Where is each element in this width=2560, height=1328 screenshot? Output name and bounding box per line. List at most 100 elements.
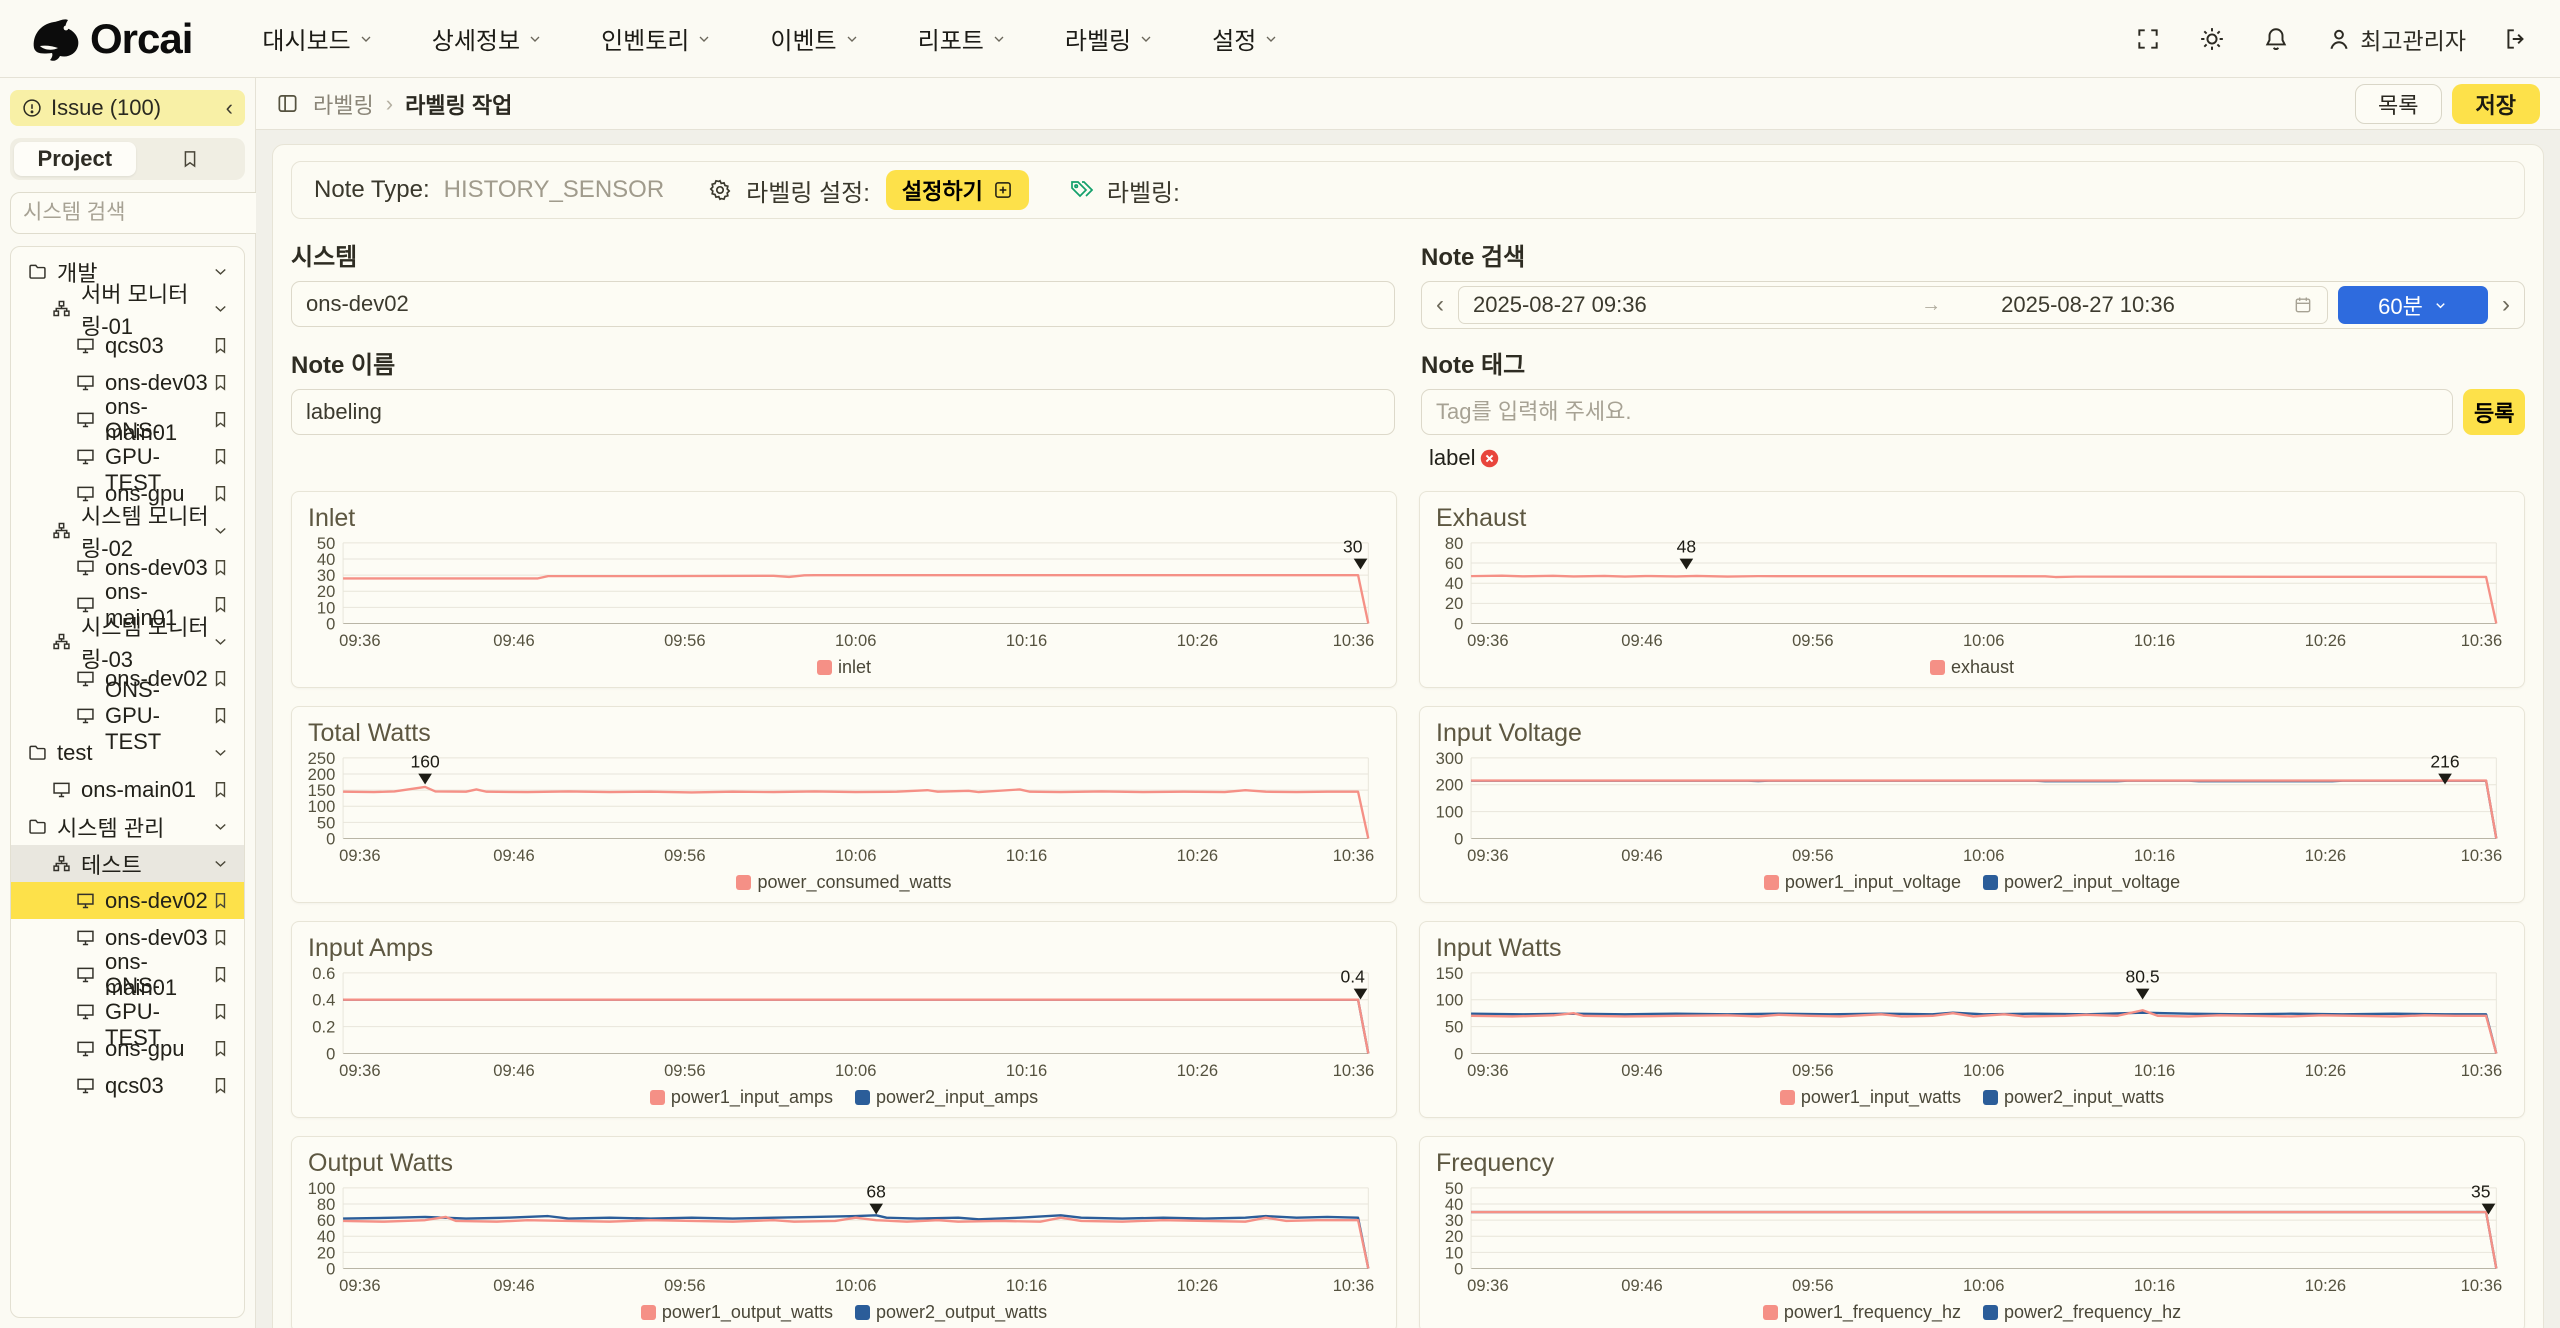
legend-item-power1_frequency_hz[interactable]: power1_frequency_hz bbox=[1762, 1302, 1961, 1323]
bookmark-icon[interactable] bbox=[211, 1039, 230, 1058]
system-input[interactable] bbox=[291, 281, 1395, 327]
tree-item-ons-gpu[interactable]: ons-gpu bbox=[11, 1030, 244, 1067]
bookmark-icon[interactable] bbox=[211, 928, 230, 947]
bookmark-icon[interactable] bbox=[211, 780, 230, 799]
date-range-input[interactable]: 2025-08-27 09:36 → 2025-08-27 10:36 bbox=[1458, 286, 2328, 324]
notifications-bell-icon[interactable] bbox=[2262, 25, 2290, 53]
tag-input[interactable] bbox=[1421, 389, 2454, 435]
save-button[interactable]: 저장 bbox=[2451, 83, 2540, 124]
sidebar-toggle-icon[interactable] bbox=[276, 92, 299, 115]
bookmark-icon[interactable] bbox=[211, 410, 230, 429]
tree-item-ons-dev02[interactable]: ons-dev02 bbox=[11, 882, 244, 919]
legend-item-power2_output_watts[interactable]: power2_output_watts bbox=[855, 1302, 1047, 1323]
tree-item-qcs03[interactable]: qcs03 bbox=[11, 327, 244, 364]
date-end[interactable]: 2025-08-27 10:36 bbox=[2001, 292, 2175, 317]
legend-item-power2_input_voltage[interactable]: power2_input_voltage bbox=[1983, 872, 2180, 893]
tree-item-ons-gpu-test[interactable]: ONS-GPU-TEST bbox=[11, 973, 244, 1050]
bookmark-icon[interactable] bbox=[211, 484, 230, 503]
legend-item-power2_frequency_hz[interactable]: power2_frequency_hz bbox=[1983, 1302, 2181, 1323]
configure-button[interactable]: 설정하기 bbox=[885, 170, 1029, 210]
chevron-down-icon[interactable] bbox=[211, 299, 230, 318]
breadcrumb-section[interactable]: 라벨링 bbox=[313, 92, 374, 118]
issue-banner[interactable]: Issue (100) ‹ bbox=[10, 90, 245, 126]
chevron-down-icon[interactable] bbox=[211, 632, 230, 651]
bookmark-icon[interactable] bbox=[211, 595, 230, 614]
legend-item-inlet[interactable]: inlet bbox=[816, 657, 871, 678]
tree-item-ons-dev03[interactable]: ons-dev03 bbox=[11, 919, 244, 956]
tag-remove-icon[interactable] bbox=[1479, 448, 1500, 469]
legend-item-power1_output_watts[interactable]: power1_output_watts bbox=[640, 1302, 833, 1323]
tree-item-ons-main01[interactable]: ons-main01 bbox=[11, 949, 244, 1000]
tag-register-button[interactable]: 등록 bbox=[2463, 389, 2525, 435]
bookmark-icon[interactable] bbox=[211, 669, 230, 688]
tab-project[interactable]: Project bbox=[14, 142, 136, 176]
orcai-logo[interactable]: Orcai bbox=[30, 15, 193, 63]
tree-item-ons-gpu-test[interactable]: ONS-GPU-TEST bbox=[11, 677, 244, 754]
bookmark-icon[interactable] bbox=[211, 965, 230, 984]
nav-item-7[interactable]: 설정 bbox=[1212, 21, 1279, 56]
list-button[interactable]: 목록 bbox=[2355, 83, 2442, 124]
bookmark-icon[interactable] bbox=[211, 447, 230, 466]
legend-item-power1_input_amps[interactable]: power1_input_amps bbox=[649, 1087, 833, 1108]
tab-bookmarks[interactable] bbox=[140, 142, 241, 176]
chart-plot[interactable]: 0 0.2 0.4 0.6 09:36 09:46 09:56 10:06 10:16 10:26… bbox=[308, 967, 1380, 1083]
chevron-down-icon[interactable] bbox=[211, 521, 230, 540]
fullscreen-icon[interactable] bbox=[2134, 25, 2162, 53]
tree-item-ons-main01[interactable]: ons-main01 bbox=[11, 394, 244, 445]
chevron-down-icon[interactable] bbox=[211, 817, 230, 836]
tree-item-서버-모니터링-01[interactable]: 서버 모니터링-01 bbox=[11, 282, 244, 339]
legend-item-power2_input_watts[interactable]: power2_input_watts bbox=[1983, 1087, 2164, 1108]
chevron-down-icon[interactable] bbox=[211, 743, 230, 762]
chevron-down-icon[interactable] bbox=[211, 854, 230, 873]
theme-toggle-icon[interactable] bbox=[2198, 25, 2226, 53]
tree-item-시스템-모니터링-02[interactable]: 시스템 모니터링-02 bbox=[11, 504, 244, 561]
tree-item-ons-dev03[interactable]: ons-dev03 bbox=[11, 549, 244, 586]
range-next-button[interactable]: › bbox=[2498, 291, 2514, 319]
bookmark-icon[interactable] bbox=[211, 1002, 230, 1021]
chart-plot[interactable]: 0 100 200 300 09:36 09:46 09:56 10:06 10:16 10:26… bbox=[1436, 752, 2508, 868]
nav-item-1[interactable]: 대시보드 bbox=[262, 21, 373, 56]
tree-item-ons-main01[interactable]: ons-main01 bbox=[11, 771, 244, 808]
tree-item-개발[interactable]: 개발 bbox=[11, 253, 244, 290]
bookmark-icon[interactable] bbox=[211, 891, 230, 910]
nav-item-3[interactable]: 인벤토리 bbox=[601, 21, 712, 56]
tree-item-시스템-모니터링-03[interactable]: 시스템 모니터링-03 bbox=[11, 615, 244, 672]
tree-item-qcs03[interactable]: qcs03 bbox=[11, 1067, 244, 1104]
chart-plot[interactable]: 0 50 100 150 09:36 09:46 09:56 10:06 10:16 10:26 1… bbox=[1436, 967, 2508, 1083]
tree-item-test[interactable]: test bbox=[11, 734, 244, 771]
tree-item-ons-gpu-test[interactable]: ONS-GPU-TEST bbox=[11, 418, 244, 495]
legend-item-power1_input_voltage[interactable]: power1_input_voltage bbox=[1763, 872, 1961, 893]
bookmark-icon[interactable] bbox=[211, 558, 230, 577]
range-prev-button[interactable]: ‹ bbox=[1432, 291, 1448, 319]
bookmark-icon[interactable] bbox=[211, 336, 230, 355]
chevron-down-icon[interactable] bbox=[211, 262, 230, 281]
bookmark-icon[interactable] bbox=[211, 1076, 230, 1095]
legend-item-exhaust[interactable]: exhaust bbox=[1929, 657, 2014, 678]
tree-item-ons-gpu[interactable]: ons-gpu bbox=[11, 475, 244, 512]
tree-item-ons-main01[interactable]: ons-main01 bbox=[11, 579, 244, 630]
legend-item-power2_input_amps[interactable]: power2_input_amps bbox=[855, 1087, 1038, 1108]
legend-item-power_consumed_watts[interactable]: power_consumed_watts bbox=[736, 872, 952, 893]
user-menu[interactable]: 최고관리자 bbox=[2326, 22, 2466, 56]
nav-item-5[interactable]: 리포트 bbox=[918, 21, 1007, 56]
legend-item-power1_input_watts[interactable]: power1_input_watts bbox=[1779, 1087, 1961, 1108]
tree-item-테스트[interactable]: 테스트 bbox=[11, 845, 244, 882]
bookmark-icon[interactable] bbox=[211, 373, 230, 392]
tree-item-ons-dev02[interactable]: ons-dev02 bbox=[11, 660, 244, 697]
sidebar-collapse-icon[interactable]: ‹ bbox=[225, 95, 233, 120]
nav-item-6[interactable]: 라벨링 bbox=[1065, 21, 1154, 56]
tree-item-ons-dev03[interactable]: ons-dev03 bbox=[11, 364, 244, 401]
date-start[interactable]: 2025-08-27 09:36 bbox=[1473, 292, 1647, 317]
duration-select[interactable]: 60분 bbox=[2338, 286, 2488, 324]
bookmark-icon[interactable] bbox=[211, 706, 230, 725]
tree-item-시스템-관리[interactable]: 시스템 관리 bbox=[11, 808, 244, 845]
nav-item-2[interactable]: 상세정보 bbox=[432, 21, 543, 56]
note-name-input[interactable] bbox=[291, 389, 1395, 435]
nav-item-4[interactable]: 이벤트 bbox=[770, 21, 859, 56]
logout-icon[interactable] bbox=[2502, 25, 2530, 53]
